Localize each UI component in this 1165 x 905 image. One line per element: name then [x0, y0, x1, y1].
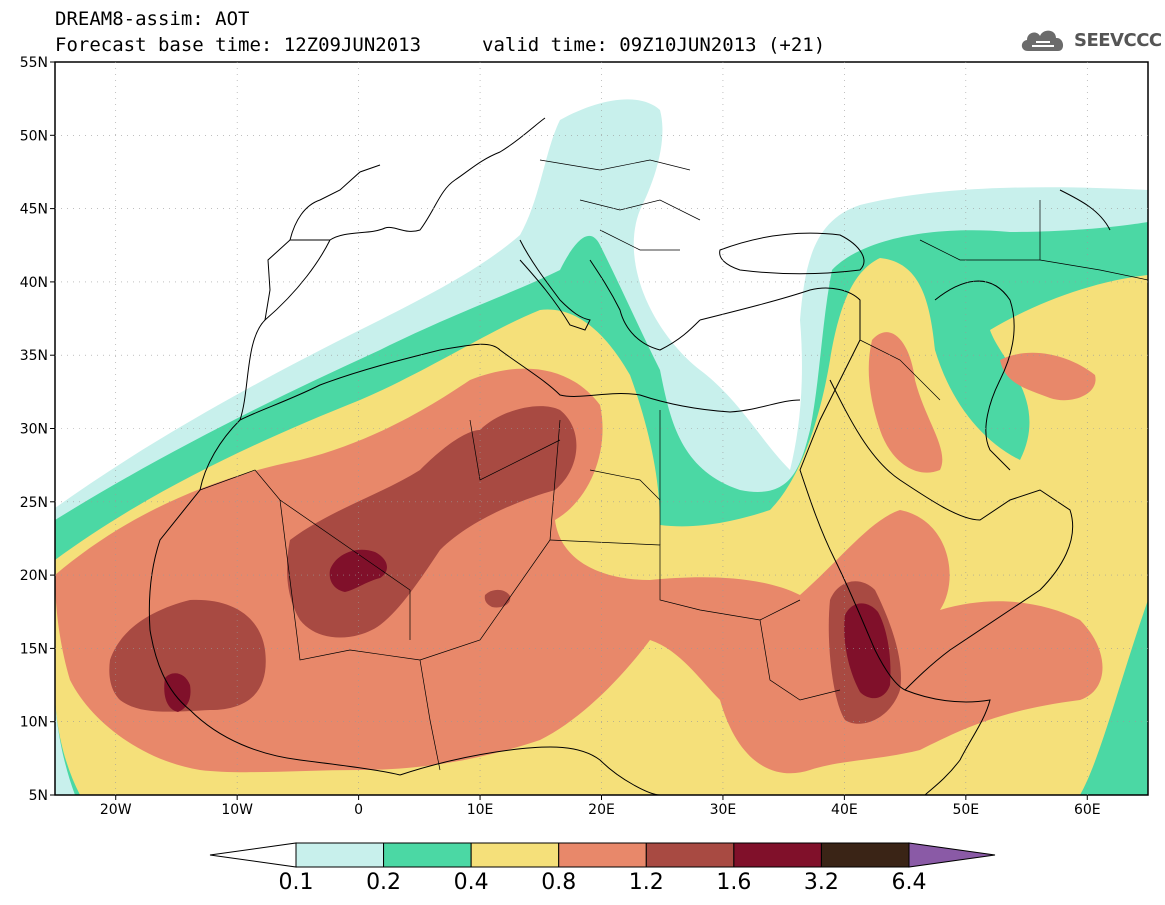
valid-time: valid time: 09Z10JUN2013 (+21): [482, 34, 826, 56]
gridlines: [55, 62, 1148, 795]
colorbar-low-triangle: [209, 842, 297, 868]
lat-label: 25N: [20, 495, 48, 511]
colorbar-box: [295, 842, 385, 868]
aot-contour-1.2-west: [109, 599, 266, 712]
lat-label: 55N: [20, 55, 48, 71]
aot-contour-1.6-niger: [329, 549, 387, 592]
colorbar: 0.1 0.2 0.4 0.8 1.2 1.6 3.2 6.4: [209, 842, 996, 895]
lon-label: 20E: [588, 802, 615, 818]
colorbar-box: [470, 842, 560, 868]
colorbar-label: 6.4: [892, 870, 927, 895]
lat-label: 50N: [20, 128, 48, 144]
colorbar-label: 0.2: [366, 870, 401, 895]
lon-label: 0: [354, 802, 363, 818]
colorbar-label: 1.6: [716, 870, 751, 895]
colorbar-label: 1.2: [629, 870, 664, 895]
lat-label: 20N: [20, 568, 48, 584]
colorbar-box: [383, 842, 472, 868]
lon-label: 20W: [100, 802, 132, 818]
country-borders: [199, 159, 1148, 771]
logo-text: SEEVCCC: [1074, 29, 1162, 51]
colorbar-box: [645, 842, 735, 868]
colorbar-label: 0.8: [541, 870, 576, 895]
colorbar-high-triangle: [908, 842, 996, 868]
lat-label: 15N: [20, 641, 48, 657]
aot-contour-1.2-blob: [484, 589, 511, 608]
lat-label: 45N: [20, 202, 48, 218]
aot-contour-0.8-iran: [1000, 352, 1096, 401]
lon-label: 10E: [467, 802, 494, 818]
lat-label: 30N: [20, 422, 48, 438]
colorbar-box: [733, 842, 822, 868]
lon-label: 50E: [952, 802, 979, 818]
cloud-icon: [1021, 30, 1064, 51]
lon-label: 40E: [831, 802, 858, 818]
lat-label: 10N: [20, 715, 48, 731]
lon-label: 30E: [710, 802, 737, 818]
colorbar-label: 0.4: [454, 870, 489, 895]
aot-contour-1.6-guinea: [164, 673, 191, 712]
lon-label: 10W: [221, 802, 253, 818]
aot-contour-1.6-ethiopia: [844, 603, 891, 699]
colorbar-label: 3.2: [804, 870, 839, 895]
colorbar-label: 0.1: [279, 870, 314, 895]
lon-label: 60E: [1074, 802, 1101, 818]
lat-label: 5N: [29, 788, 48, 804]
colorbar-box: [558, 842, 647, 868]
latitude-axis: 55N 50N 45N 40N 35N 30N 25N 20N 15N 10N 5N: [20, 55, 55, 804]
coastlines: [148, 117, 1111, 795]
map-title: DREAM8-assim: AOT: [55, 8, 250, 30]
colorbar-box: [820, 842, 910, 868]
longitude-axis: 20W 10W 0 10E 20E 30E 40E 50E 60E: [100, 795, 1101, 818]
aot-contour-0.8-iraq: [868, 332, 943, 473]
forecast-base-time: Forecast base time: 12Z09JUN2013: [55, 34, 422, 56]
lat-label: 35N: [20, 348, 48, 364]
lat-label: 40N: [20, 275, 48, 291]
seevccc-logo: SEEVCCC: [1018, 24, 1162, 56]
